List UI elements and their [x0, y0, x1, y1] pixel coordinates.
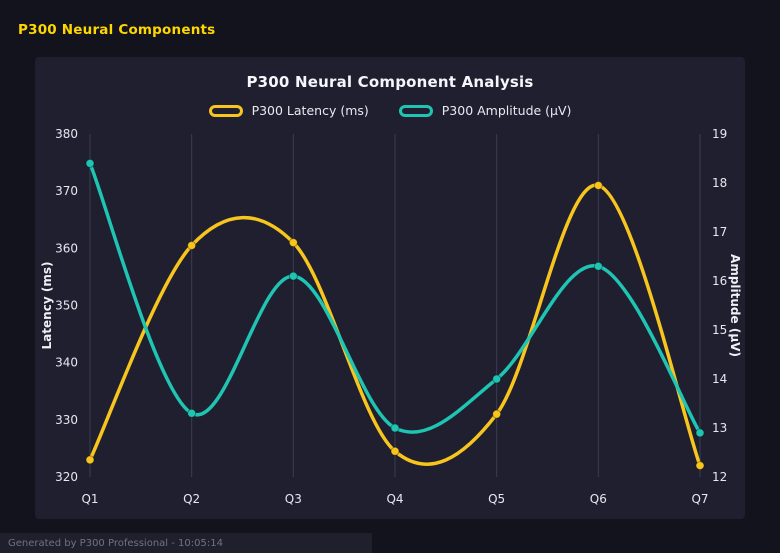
svg-text:12: 12: [712, 470, 727, 484]
legend-label-latency: P300 Latency (ms): [251, 103, 369, 118]
legend-item-latency[interactable]: P300 Latency (ms): [208, 103, 369, 118]
svg-text:350: 350: [55, 299, 78, 313]
status-bar: Generated by P300 Professional - 10:05:1…: [0, 533, 372, 553]
svg-text:18: 18: [712, 176, 727, 190]
svg-text:13: 13: [712, 421, 727, 435]
svg-text:Latency (ms): Latency (ms): [40, 262, 54, 350]
svg-text:330: 330: [55, 413, 78, 427]
chart-panel: P300 Neural Component Analysis P300 Late…: [35, 57, 745, 519]
svg-text:340: 340: [55, 356, 78, 370]
svg-text:Q7: Q7: [691, 492, 708, 506]
chart-legend: P300 Latency (ms) P300 Amplitude (μV): [35, 103, 745, 118]
latency-line-swatch-icon: [208, 104, 243, 117]
svg-text:360: 360: [55, 241, 78, 255]
amplitude-line-swatch-icon: [398, 104, 433, 117]
page-title: P300 Neural Components: [18, 22, 216, 38]
svg-text:320: 320: [55, 470, 78, 484]
chart-title: P300 Neural Component Analysis: [246, 73, 534, 91]
svg-text:Q3: Q3: [285, 492, 302, 506]
legend-item-amplitude[interactable]: P300 Amplitude (μV): [398, 103, 572, 118]
svg-text:15: 15: [712, 323, 727, 337]
line-chart: Q1 Q2 Q3 Q4 Q5 Q6 Q7 320 330 340 350 360 370 380 12 13 1…: [40, 127, 742, 506]
svg-text:19: 19: [712, 127, 727, 141]
svg-text:370: 370: [55, 184, 78, 198]
footer-text: Generated by P300 Professional - 10:05:1…: [8, 537, 223, 549]
svg-text:380: 380: [55, 127, 78, 141]
svg-text:Amplitude (μV): Amplitude (μV): [728, 254, 742, 357]
svg-text:14: 14: [712, 372, 727, 386]
svg-text:Q1: Q1: [81, 492, 98, 506]
legend-label-amplitude: P300 Amplitude (μV): [441, 103, 572, 118]
svg-text:Q4: Q4: [386, 492, 403, 506]
svg-text:17: 17: [712, 225, 727, 239]
svg-text:Q2: Q2: [183, 492, 200, 506]
svg-text:16: 16: [712, 274, 727, 288]
svg-text:Q5: Q5: [488, 492, 505, 506]
svg-text:Q6: Q6: [590, 492, 607, 506]
